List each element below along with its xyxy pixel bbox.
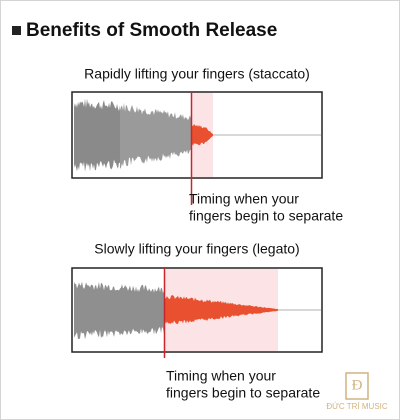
waveform xyxy=(165,295,200,325)
caption: fingers begin to separate xyxy=(166,385,320,401)
waveform xyxy=(74,98,120,172)
title-bullet xyxy=(12,26,21,35)
waveform xyxy=(200,299,278,321)
panel-box xyxy=(71,267,323,358)
title: Benefits of Smooth Release xyxy=(26,20,277,41)
caption: fingers begin to separate xyxy=(189,208,343,224)
waveform xyxy=(74,281,164,340)
waveform xyxy=(205,127,213,143)
panel-label: Slowly lifting your fingers (legato) xyxy=(94,241,299,257)
panel-label: Rapidly lifting your fingers (staccato) xyxy=(84,66,310,82)
panel-box xyxy=(71,91,323,205)
logo: Đ ĐỨC TRÍ MUSIC xyxy=(326,372,388,411)
waveform xyxy=(192,124,205,146)
caption: Timing when your xyxy=(166,368,276,384)
caption: Timing when your xyxy=(189,191,299,207)
logo-text: ĐỨC TRÍ MUSIC xyxy=(326,402,388,411)
svg-text:Đ: Đ xyxy=(352,377,363,393)
waveform xyxy=(120,102,191,169)
